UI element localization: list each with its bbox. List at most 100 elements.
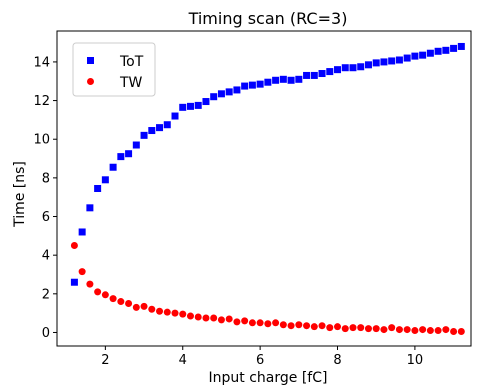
- data-point: [117, 153, 125, 161]
- x-tick-label: 10: [407, 353, 424, 368]
- data-point: [419, 326, 427, 334]
- data-point: [403, 326, 411, 334]
- data-point: [349, 64, 357, 72]
- data-point: [117, 298, 125, 306]
- y-axis-label: Time [ns]: [12, 161, 28, 228]
- data-point: [287, 322, 295, 330]
- data-point: [403, 54, 411, 62]
- data-point: [450, 44, 458, 52]
- legend-marker-tw: [87, 78, 94, 85]
- data-point: [326, 324, 334, 332]
- data-point: [272, 76, 280, 84]
- y-tick-label: 4: [42, 249, 50, 264]
- data-point: [194, 313, 202, 321]
- data-point: [279, 75, 287, 83]
- data-point: [101, 176, 109, 184]
- data-point: [364, 61, 372, 69]
- y-tick-label: 14: [33, 55, 50, 70]
- data-point: [310, 323, 318, 331]
- data-point: [202, 314, 210, 322]
- data-point: [295, 75, 303, 83]
- plot-area: [56, 30, 472, 347]
- data-point: [248, 319, 256, 327]
- data-point: [109, 295, 117, 303]
- data-point: [179, 103, 187, 111]
- data-point: [411, 52, 419, 60]
- plot-frame: [56, 30, 472, 347]
- data-point: [233, 318, 241, 326]
- data-point: [248, 81, 256, 89]
- data-point: [125, 150, 133, 158]
- data-point: [94, 185, 102, 192]
- data-point: [395, 326, 403, 334]
- data-point: [457, 42, 465, 50]
- data-point: [434, 327, 442, 335]
- data-point: [78, 268, 86, 276]
- data-point: [380, 326, 388, 334]
- data-point: [217, 316, 225, 324]
- data-point: [241, 317, 249, 325]
- data-point: [140, 302, 148, 310]
- y-tick-label: 8: [42, 171, 50, 186]
- data-point: [287, 76, 295, 84]
- data-point: [303, 322, 311, 330]
- data-point: [434, 47, 442, 55]
- data-point: [272, 319, 280, 327]
- chart-title: Timing scan (RC=3): [188, 9, 348, 28]
- data-point: [132, 141, 140, 149]
- y-tick-label: 6: [42, 210, 50, 225]
- data-point: [264, 320, 272, 328]
- data-point: [395, 56, 403, 64]
- data-point: [279, 321, 287, 329]
- data-point: [194, 101, 202, 109]
- data-point: [334, 66, 342, 74]
- data-point: [202, 98, 210, 106]
- data-point: [86, 280, 94, 288]
- data-point: [179, 310, 187, 318]
- data-point: [372, 59, 380, 67]
- data-point: [388, 57, 396, 65]
- data-point: [364, 325, 372, 333]
- data-point: [426, 49, 434, 57]
- data-point: [217, 90, 225, 98]
- data-point: [457, 328, 465, 336]
- data-point: [163, 121, 171, 129]
- data-point: [256, 319, 264, 327]
- data-point: [94, 288, 102, 296]
- data-point: [101, 291, 109, 299]
- data-point: [171, 112, 179, 120]
- data-point: [186, 102, 194, 110]
- data-point: [186, 312, 194, 320]
- data-point: [411, 327, 419, 335]
- data-point: [318, 322, 326, 330]
- y-tick-label: 12: [33, 94, 50, 109]
- data-point: [163, 308, 171, 316]
- data-point: [109, 163, 117, 171]
- data-point: [357, 324, 365, 332]
- data-point: [295, 321, 303, 329]
- data-point: [156, 307, 164, 315]
- x-tick-label: 6: [256, 353, 264, 368]
- legend-label-tw: TW: [119, 75, 143, 91]
- y-tick-label: 2: [42, 287, 50, 302]
- legend: ToT TW: [72, 42, 156, 97]
- data-point: [310, 71, 318, 79]
- x-tick-label: 8: [333, 353, 341, 368]
- data-point: [318, 70, 326, 78]
- x-tick-label: 2: [101, 353, 109, 368]
- data-point: [241, 82, 249, 90]
- data-point: [233, 86, 241, 94]
- data-point: [86, 204, 94, 212]
- data-point: [171, 309, 179, 317]
- data-point: [426, 327, 434, 335]
- data-point: [70, 278, 78, 286]
- y-axis: 0 2 4 6 8 10 12 14: [33, 55, 57, 341]
- data-point: [450, 328, 458, 336]
- data-point: [78, 228, 86, 236]
- data-point: [148, 127, 156, 135]
- data-point: [349, 324, 357, 332]
- series-layer: [70, 42, 465, 336]
- data-point: [210, 314, 218, 322]
- x-axis-label: Input charge [fC]: [209, 370, 328, 386]
